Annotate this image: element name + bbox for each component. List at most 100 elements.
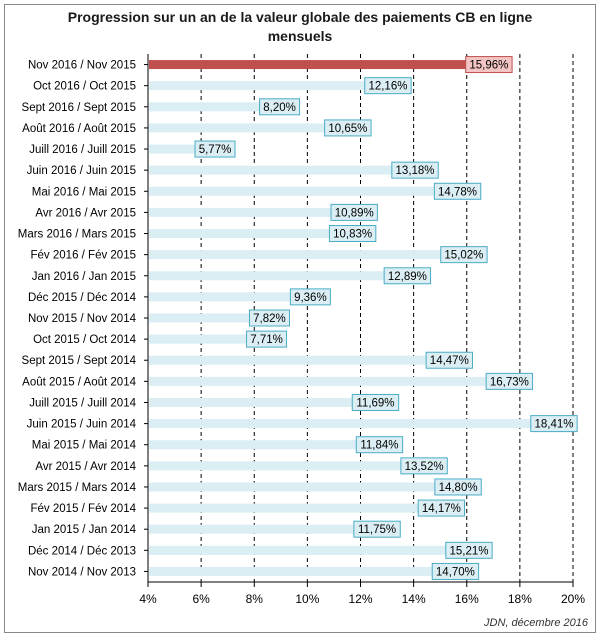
data-label: 14,70% [436,566,475,578]
data-label-box [330,203,378,221]
data-label-box [194,140,236,158]
x-tick-label: 16% [455,592,479,606]
x-tick-label: 10% [295,592,319,606]
bar [149,292,291,302]
category-label: Avr 2016 / Avr 2015 [35,207,136,219]
category-label: Oct 2015 / Oct 2014 [33,334,137,346]
category-label: Fév 2015 / Fév 2014 [31,503,137,515]
data-label-box [434,478,482,496]
bar [149,376,487,386]
category-label: Juin 2015 / Juin 2014 [27,419,137,431]
bar [149,186,435,196]
data-label-box [248,309,290,327]
data-label: 14,17% [422,503,461,515]
data-label: 7,82% [253,313,286,325]
category-label: Avr 2015 / Avr 2014 [35,461,136,473]
category-label: Nov 2015 / Nov 2014 [28,313,137,325]
data-label: 11,84% [360,440,398,452]
category-label: Nov 2016 / Nov 2015 [28,60,136,72]
category-label: Juill 2016 / Juill 2015 [29,144,136,156]
data-label-box [289,288,331,306]
bar [149,566,433,576]
bar [149,81,365,91]
category-label: Août 2016 / Août 2015 [22,123,136,135]
category-label: Juin 2016 / Juin 2015 [27,165,136,177]
category-label: Août 2015 / Août 2014 [22,376,136,388]
x-tick-label: 20% [561,592,585,606]
category-label: Jan 2015 / Jan 2014 [32,524,137,536]
data-label: 10,89% [335,207,374,219]
data-label-box [383,267,432,285]
data-label: 12,89% [388,271,427,283]
x-tick-label: 12% [348,592,372,606]
bar [149,250,441,260]
data-label-box [353,520,401,538]
data-label-box [391,161,439,179]
source-credit: JDN, décembre 2016 [484,617,588,629]
category-label: Oct 2016 / Oct 2015 [33,81,136,93]
category-label: Jan 2016 / Jan 2015 [32,271,136,283]
x-tick-label: 4% [139,592,157,606]
data-label: 15,21% [449,545,488,557]
data-label: 16,73% [490,376,529,388]
category-label: Déc 2014 / Déc 2013 [28,545,136,557]
bar [149,102,260,112]
data-label-box [355,436,404,454]
data-label: 13,52% [405,461,444,473]
bar [149,207,332,217]
data-label-box [465,56,513,74]
data-label-box [417,499,466,517]
data-label-box [425,351,474,369]
data-label: 10,65% [328,123,367,135]
chart-title-line-2: mensuels [267,28,333,44]
bar [149,461,401,471]
data-label-box [328,225,377,243]
chart-frame [4,4,596,633]
category-label: Mai 2016 / Mai 2015 [32,186,136,198]
bar [149,545,446,555]
data-label-box [259,98,301,116]
x-tick-label: 14% [402,592,426,606]
x-tick-label: 18% [508,592,532,606]
bar [149,419,531,429]
bar [149,482,435,492]
data-label: 7,71% [250,334,283,346]
bar [149,503,419,513]
category-label: Mars 2015 / Mars 2014 [18,482,137,494]
category-label: Fév 2016 / Fév 2015 [31,250,136,262]
category-label: Juill 2015 / Juill 2014 [29,397,136,409]
bar [149,440,357,450]
chart-title-line-1: Progression sur un an de la valeur globa… [67,9,533,25]
data-label: 9,36% [294,292,327,304]
category-label: Déc 2015 / Déc 2014 [28,292,137,304]
bar-highlighted [149,60,466,70]
data-label-box [364,77,412,95]
data-label-box [485,372,534,390]
data-label: 10,83% [333,229,372,241]
data-label: 15,02% [444,250,483,262]
category-label: Sept 2016 / Sept 2015 [22,102,136,114]
x-tick-label: 8% [246,592,264,606]
data-label-box [433,182,482,200]
category-label: Mars 2016 / Mars 2015 [18,229,136,241]
bar [149,355,427,365]
data-label-box [431,562,480,580]
bar [149,229,330,239]
data-label: 14,80% [439,482,478,494]
data-label: 18,41% [534,419,573,431]
data-label: 11,75% [358,524,396,536]
data-label: 14,78% [438,186,477,198]
data-label-box [530,415,578,433]
data-label: 5,77% [199,144,232,156]
category-label: Mai 2015 / Mai 2014 [32,440,137,452]
data-label-box [246,330,288,348]
data-label-box [324,119,372,137]
data-label: 14,47% [430,355,469,367]
data-label-box [440,246,488,264]
data-label-box [351,393,400,411]
data-label: 15,96% [469,60,508,72]
data-label-box [400,457,448,475]
data-label: 12,16% [368,81,407,93]
